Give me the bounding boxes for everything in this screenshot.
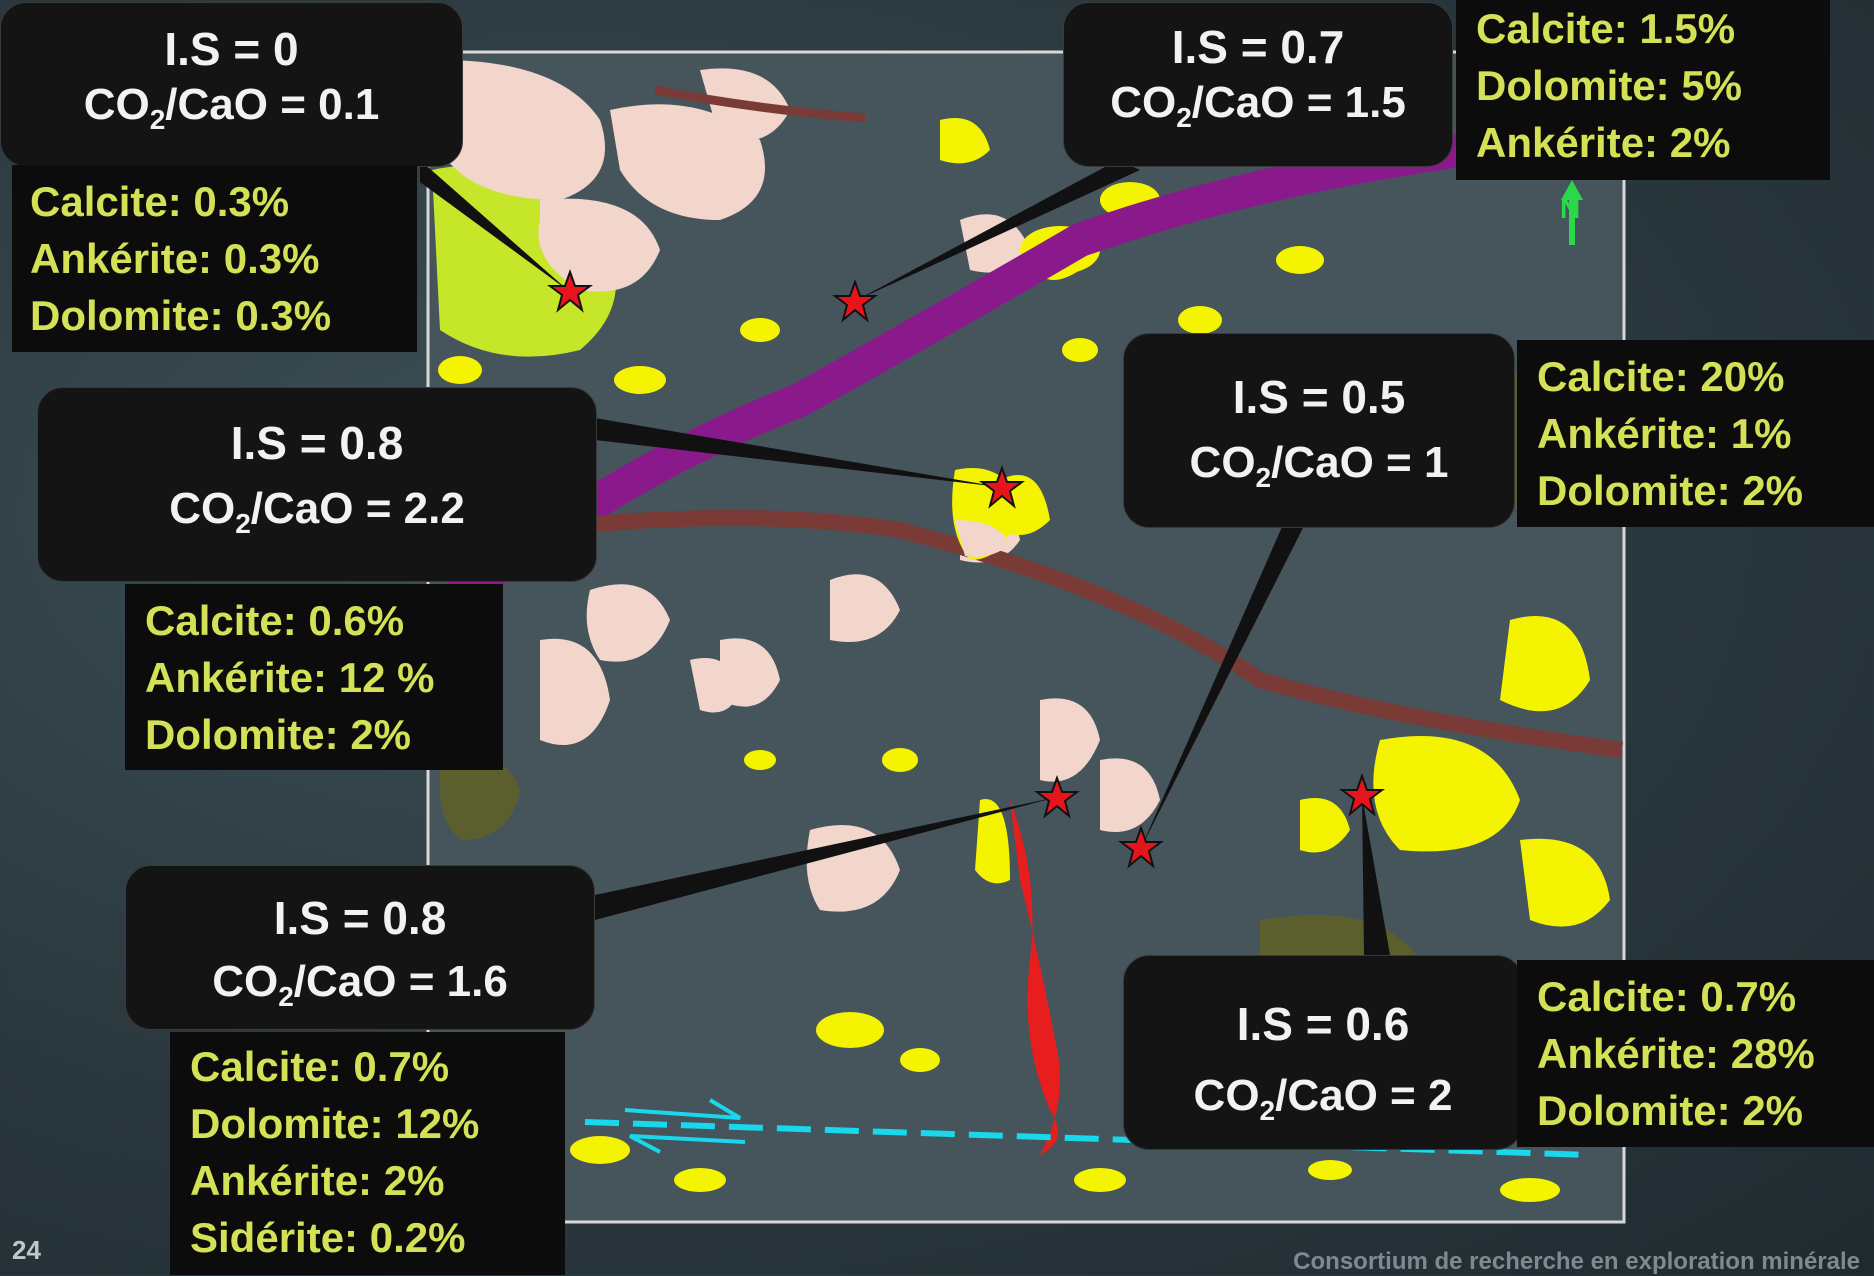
is-value-3: I.S = 0.8: [230, 417, 404, 469]
brown-band-upper: [654, 85, 866, 123]
co2-cao-value-6: CO2/CaO = 2: [1193, 1071, 1453, 1126]
fault-arrows: [624, 1098, 746, 1154]
leader-lines: [420, 160, 1390, 955]
is-value-2: I.S = 0.7: [1171, 21, 1345, 73]
mineral-line: Ankérite: 0.3%: [30, 235, 320, 282]
sample-star-5: [1034, 775, 1080, 819]
north-arrow: [1561, 180, 1583, 245]
mineral-box-3: Calcite: 0.6% Ankérite: 12 % Dolomite: 2…: [125, 584, 503, 770]
mineral-box-2: Calcite: 1.5% Dolomite: 5% Ankérite: 2%: [1456, 0, 1830, 180]
mineral-line: Calcite: 1.5%: [1476, 5, 1736, 52]
callout-sample-3: I.S = 0.8 CO2/CaO = 2.2: [37, 387, 597, 582]
mineral-line: Dolomite: 12%: [190, 1100, 480, 1147]
mineral-line: Dolomite: 2%: [1537, 1087, 1804, 1134]
sample-stars: [547, 269, 1385, 869]
brown-band-main: [428, 510, 1624, 758]
mineral-line: Ankérite: 2%: [190, 1157, 445, 1204]
mineral-line: Dolomite: 0.3%: [30, 292, 332, 339]
mineral-line: Ankérite: 2%: [1476, 119, 1731, 166]
callout-sample-5: I.S = 0.8 CO2/CaO = 1.6: [125, 865, 595, 1030]
is-value-1: I.S = 0: [164, 23, 299, 75]
sample-star-4: [1118, 825, 1164, 869]
mineral-line: Dolomite: 2%: [1537, 467, 1804, 514]
mineral-box-6: Calcite: 0.7% Ankérite: 28% Dolomite: 2%: [1517, 960, 1874, 1147]
north-label: N: [1560, 193, 1580, 224]
sample-star-3: [979, 465, 1025, 509]
sample-star-6: [1339, 773, 1385, 817]
mineral-line: Calcite: 0.6%: [145, 597, 405, 644]
mineral-line: Ankérite: 28%: [1537, 1030, 1815, 1077]
co2-cao-value-4: CO2/CaO = 1: [1189, 438, 1449, 493]
callout-sample-1: I.S = 0 CO2/CaO = 0.1: [0, 2, 463, 167]
sample-star-2: [832, 279, 878, 323]
mineral-line: Dolomite: 2%: [145, 711, 412, 758]
mineral-line: Calcite: 0.3%: [30, 178, 290, 225]
mineral-line: Calcite: 20%: [1537, 353, 1785, 400]
sample-star-1: [547, 269, 593, 313]
footer-credit: Consortium de recherche en exploration m…: [1293, 1248, 1860, 1275]
co2-cao-value-2: CO2/CaO = 1.5: [1110, 78, 1406, 133]
mineral-box-1: Calcite: 0.3% Ankérite: 0.3% Dolomite: 0…: [12, 165, 417, 352]
mineral-line: Ankérite: 1%: [1537, 410, 1792, 457]
is-value-5: I.S = 0.8: [273, 892, 447, 944]
mineral-box-5: Calcite: 0.7% Dolomite: 12% Ankérite: 2%…: [170, 1032, 565, 1275]
page-number: 24: [12, 1235, 41, 1265]
callout-sample-6: I.S = 0.6 CO2/CaO = 2: [1123, 955, 1523, 1150]
purple-band: [429, 133, 1463, 624]
mineral-line: Calcite: 0.7%: [190, 1043, 450, 1090]
co2-cao-value-5: CO2/CaO = 1.6: [212, 957, 508, 1012]
mineral-line: Dolomite: 5%: [1476, 62, 1743, 109]
red-dyke: [1010, 800, 1060, 1155]
is-value-4: I.S = 0.5: [1232, 371, 1406, 423]
mineral-line: Calcite: 0.7%: [1537, 973, 1797, 1020]
mineral-box-4: Calcite: 20% Ankérite: 1% Dolomite: 2%: [1517, 340, 1874, 527]
co2-cao-value-1: CO2/CaO = 0.1: [83, 80, 380, 135]
is-value-6: I.S = 0.6: [1236, 998, 1410, 1050]
callout-sample-4: I.S = 0.5 CO2/CaO = 1: [1123, 333, 1515, 528]
mineral-line: Sidérite: 0.2%: [190, 1214, 466, 1261]
callout-sample-2: I.S = 0.7 CO2/CaO = 1.5: [1063, 2, 1453, 167]
co2-cao-value-3: CO2/CaO = 2.2: [169, 484, 465, 539]
mineral-line: Ankérite: 12 %: [145, 654, 435, 701]
